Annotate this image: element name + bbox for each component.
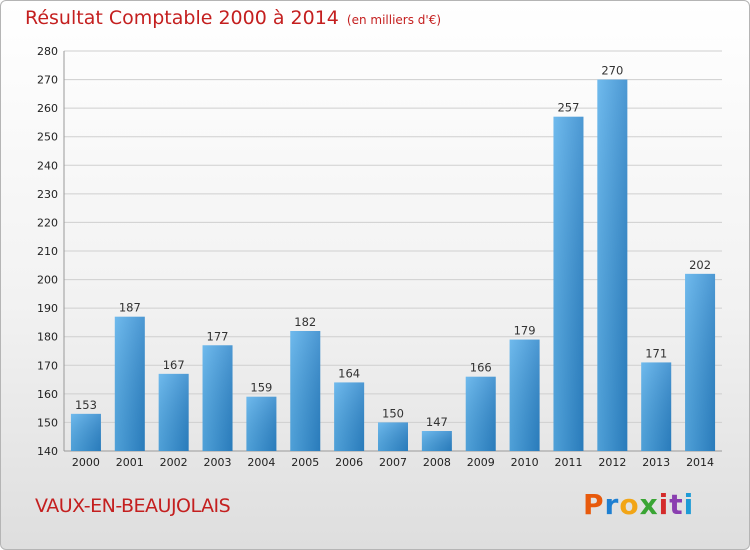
x-tick-label: 2001 <box>116 456 144 469</box>
y-tick-label: 150 <box>37 416 58 429</box>
bar-value-label: 150 <box>382 406 404 420</box>
commune-name: VAUX-EN-BEAUJOLAIS <box>35 495 231 517</box>
bar-value-label: 167 <box>163 358 185 372</box>
x-tick-label: 2004 <box>247 456 275 469</box>
x-tick-label: 2010 <box>511 456 539 469</box>
y-tick-label: 200 <box>37 274 58 287</box>
bar-value-label: 257 <box>557 101 579 115</box>
y-tick-label: 190 <box>37 302 58 315</box>
bar-shade <box>378 422 408 451</box>
bar-value-label: 187 <box>119 301 141 315</box>
logo-letter: o <box>619 488 640 521</box>
chart-title: Résultat Comptable 2000 à 2014 (en millie… <box>25 7 441 29</box>
bar-shade <box>509 339 540 451</box>
chart-title-text: Résultat Comptable 2000 à 2014 <box>25 7 339 29</box>
y-tick-label: 230 <box>37 188 58 201</box>
x-tick-label: 2013 <box>642 456 670 469</box>
bar-value-label: 159 <box>250 381 272 395</box>
chart-subtitle: (en milliers d'€) <box>346 13 442 27</box>
y-tick-label: 140 <box>37 445 58 458</box>
bar-value-label: 171 <box>645 346 667 360</box>
bar-shade <box>465 376 496 451</box>
bar-shade <box>553 116 584 451</box>
bar-shade <box>685 273 716 451</box>
bar-value-label: 177 <box>207 329 229 343</box>
logo-letter: i <box>683 488 695 521</box>
x-tick-label: 2009 <box>467 456 495 469</box>
y-tick-label: 270 <box>37 74 58 87</box>
x-tick-label: 2008 <box>423 456 451 469</box>
bar-shade <box>202 345 233 451</box>
x-tick-label: 2014 <box>686 456 714 469</box>
bar-shade <box>70 413 101 451</box>
y-tick-label: 250 <box>37 131 58 144</box>
bar-value-label: 164 <box>338 366 360 380</box>
x-tick-label: 2007 <box>379 456 407 469</box>
x-tick-label: 2011 <box>554 456 582 469</box>
logo-letter: t <box>669 488 684 521</box>
y-tick-label: 210 <box>37 245 58 258</box>
bar-value-label: 270 <box>601 64 623 78</box>
bar-value-label: 147 <box>426 415 448 429</box>
bar-value-label: 179 <box>514 324 536 338</box>
bar-shade <box>334 382 365 451</box>
y-tick-label: 280 <box>37 45 58 58</box>
bars: 153 187 167 177 159 182 164 150 147 166 179 257 270 1… <box>70 64 716 452</box>
bar-value-label: 182 <box>294 315 316 329</box>
x-tick-label: 2002 <box>160 456 188 469</box>
bar-shade <box>641 362 672 451</box>
logo-letter: P <box>583 488 605 521</box>
bar-shade <box>114 316 145 451</box>
x-tick-label: 2005 <box>291 456 319 469</box>
bar-shade <box>421 431 452 451</box>
x-tick-label: 2006 <box>335 456 363 469</box>
bar-shade <box>597 79 628 452</box>
y-tick-label: 180 <box>37 331 58 344</box>
bar-value-label: 166 <box>470 361 492 375</box>
y-tick-label: 170 <box>37 359 58 372</box>
logo-letter: r <box>604 488 620 521</box>
bar-shade <box>246 396 277 451</box>
proxiti-logo[interactable]: Proxiti <box>583 488 694 521</box>
y-tick-label: 160 <box>37 388 58 401</box>
y-tick-label: 240 <box>37 159 58 172</box>
logo-letter: x <box>639 488 659 521</box>
bar-shade <box>290 331 321 451</box>
x-tick-label: 2003 <box>204 456 232 469</box>
logo-letter: i <box>658 488 670 521</box>
y-tick-label: 260 <box>37 102 58 115</box>
y-tick-label: 220 <box>37 216 58 229</box>
bar-value-label: 202 <box>689 258 711 272</box>
bar-value-label: 153 <box>75 398 97 412</box>
x-tick-label: 2012 <box>598 456 626 469</box>
bar-shade <box>158 373 189 451</box>
x-tick-label: 2000 <box>72 456 100 469</box>
x-axis: 2000 2001 2002 2003 2004 2005 2006 2007 2008 2009… <box>72 456 714 469</box>
